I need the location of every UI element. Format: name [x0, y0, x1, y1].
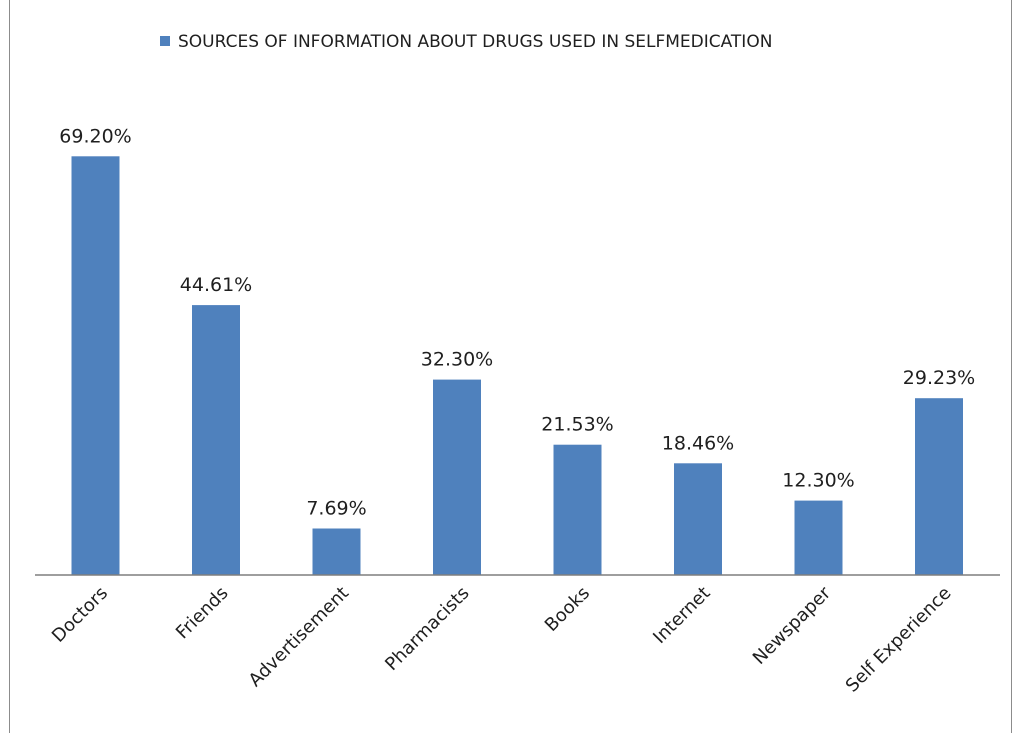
x-tick-label-pharmacists: Pharmacists [381, 583, 473, 675]
bar-newspaper [794, 500, 843, 575]
bar-books [553, 444, 602, 575]
x-tick-label-friends: Friends [172, 583, 233, 644]
x-tick-label-advertisement: Advertisement [245, 583, 353, 691]
bar-doctors [71, 156, 120, 576]
bars-group [71, 156, 963, 576]
data-label-internet: 18.46% [662, 432, 734, 454]
bar-self-experience [915, 398, 963, 575]
x-tick-label-newspaper: Newspaper [749, 582, 836, 669]
bar-pharmacists [433, 379, 481, 575]
legend: SOURCES OF INFORMATION ABOUT DRUGS USED … [160, 32, 772, 52]
bar-advertisement [312, 528, 361, 575]
data-label-newspaper: 12.30% [782, 470, 854, 492]
bar-internet [674, 463, 722, 575]
legend-swatch [160, 36, 170, 46]
x-tick-label-books: Books [541, 583, 594, 636]
data-label-advertisement: 7.69% [306, 498, 366, 520]
chart-frame-left [9, 0, 10, 733]
chart-frame-right [1011, 0, 1012, 733]
data-label-self-experience: 29.23% [903, 367, 975, 389]
x-tick-labels-group: Doctors Friends Advertisement Pharmacists Bo… [48, 582, 956, 696]
bar-friends [192, 305, 240, 575]
x-tick-label-doctors: Doctors [48, 583, 112, 647]
data-label-pharmacists: 32.30% [421, 349, 493, 371]
data-label-doctors: 69.20% [59, 125, 131, 147]
x-tick-label-self-experience: Self Experience [842, 583, 956, 697]
x-tick-label-internet: Internet [649, 583, 714, 648]
data-labels-group: 69.20% 44.61% 7.69% 32.30% 21.53% 18.46% 12.30… [59, 125, 975, 519]
data-label-friends: 44.61% [180, 274, 252, 296]
data-label-books: 21.53% [541, 414, 613, 436]
legend-label: SOURCES OF INFORMATION ABOUT DRUGS USED … [178, 32, 772, 52]
